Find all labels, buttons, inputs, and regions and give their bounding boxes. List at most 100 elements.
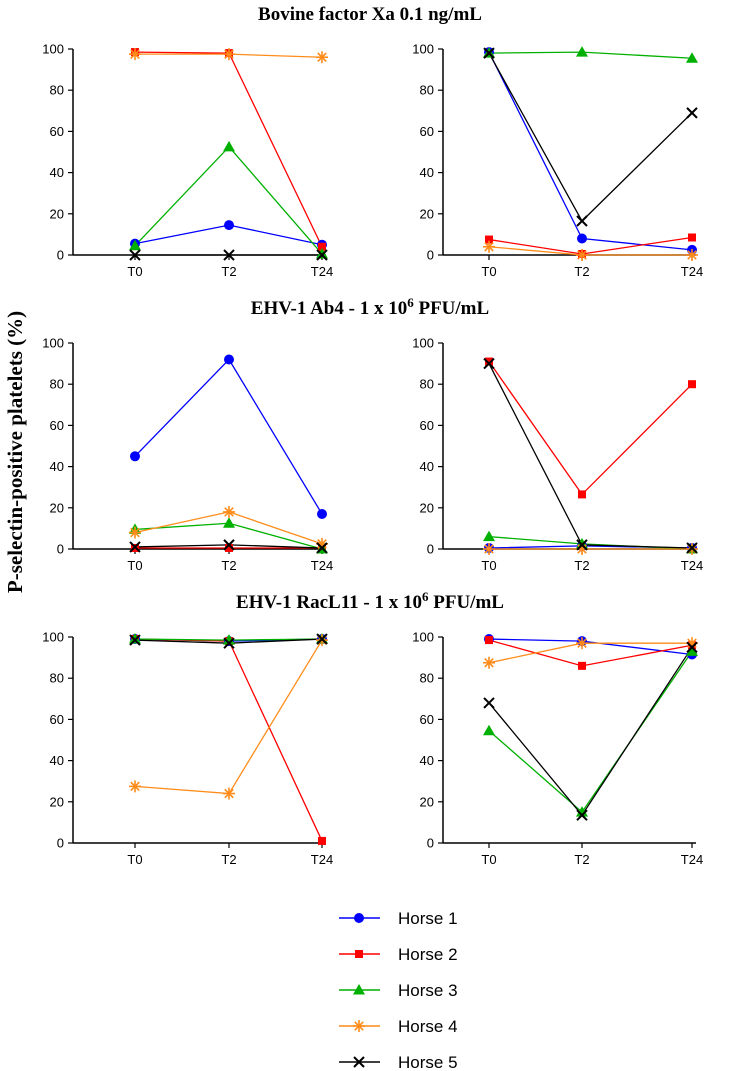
series-line-horse-2 [134, 638, 323, 842]
y-tick-label: 20 [420, 794, 434, 809]
row-title-1: Bovine factor Xa 0.1 ng/mL [258, 4, 482, 25]
point-horse-4-stroke [687, 250, 697, 260]
x-tick-label: T24 [311, 264, 333, 279]
point-horse-3 [483, 530, 495, 542]
x-tick-label: T0 [127, 264, 142, 279]
point-horse-5-stroke [129, 541, 141, 553]
point-horse-1 [224, 354, 234, 365]
y-tick-label: 40 [420, 165, 434, 180]
point-horse-4-stroke [130, 49, 140, 59]
y-tick-label: 100 [42, 630, 64, 645]
y-tick-label: 60 [50, 712, 64, 727]
point-horse-2 [485, 357, 493, 366]
point-horse-5 [316, 633, 328, 645]
panel-2-right: 0 20 40 60 80 100 T0 T2 T24 [412, 336, 703, 574]
legend-label-horse-5: Horse 5 [398, 1053, 458, 1071]
point-horse-4 [129, 48, 141, 61]
y-tick-label: 40 [420, 459, 434, 474]
x-tick-label: T2 [221, 264, 236, 279]
row-title-2-exponent: 6 [407, 295, 414, 310]
y-tick-label: 0 [427, 836, 434, 851]
y-tick-label: 80 [420, 377, 434, 392]
point-horse-4 [483, 543, 495, 555]
point-horse-3 [223, 140, 235, 152]
point-horse-4 [129, 526, 141, 539]
point-horse-3 [223, 634, 235, 645]
x-tick-label: T0 [481, 264, 496, 279]
legend-marker-horse-3 [353, 984, 365, 995]
point-horse-5-stroke [483, 357, 495, 370]
point-horse-5-stroke [686, 542, 698, 554]
x-tick-label: T24 [311, 558, 333, 573]
point-horse-5-stroke [129, 249, 141, 261]
x-tick-label: T0 [481, 852, 496, 867]
point-horse-5 [686, 542, 698, 554]
legend-item-horse-2: Horse 2 [339, 945, 458, 964]
point-horse-4-stroke [484, 544, 494, 554]
legend-marker-horse-5-stroke [353, 1056, 365, 1068]
panel-1-left: 0 20 40 60 80 100 T0 T2 T24 [42, 42, 333, 280]
panel-3-left: 0 20 40 60 80 100 T0 T2 T24 [42, 630, 333, 868]
point-horse-4-stroke [224, 49, 234, 59]
y-tick-label: 80 [50, 83, 64, 98]
series-line-horse-4 [488, 642, 692, 664]
point-horse-5-stroke [686, 641, 698, 654]
x-tick-label: T24 [681, 852, 703, 867]
series-line-horse-3 [488, 651, 693, 814]
point-horse-4 [129, 780, 141, 793]
point-horse-2 [485, 235, 493, 244]
y-tick-label: 0 [427, 248, 434, 263]
point-horse-1 [224, 220, 234, 231]
point-horse-5-stroke [576, 809, 588, 821]
point-horse-4-stroke [130, 527, 140, 538]
legend-marker-horse-2 [355, 950, 363, 958]
y-tick-label: 40 [50, 459, 64, 474]
point-horse-5-stroke [316, 249, 328, 261]
point-horse-5 [129, 541, 141, 553]
point-horse-2 [225, 543, 233, 552]
legend-marker-horse-1 [354, 913, 364, 923]
panel-1-right: 0 20 40 60 80 100 T0 T2 T24 [412, 42, 703, 280]
y-tick-label: 20 [50, 206, 64, 221]
legend-label-horse-3: Horse 3 [398, 981, 458, 1000]
point-horse-5-stroke [316, 542, 328, 554]
point-horse-5 [576, 539, 588, 551]
point-horse-1 [577, 233, 587, 244]
point-horse-4-stroke [577, 544, 587, 554]
point-horse-4-stroke [484, 657, 494, 668]
y-tick-label: 100 [412, 336, 434, 351]
y-tick-label: 100 [42, 42, 64, 57]
point-horse-3 [576, 806, 588, 817]
point-horse-5 [483, 697, 495, 709]
series-line-horse-5 [488, 52, 693, 223]
point-horse-4-stroke [317, 52, 327, 63]
series-line-horse-2 [488, 361, 693, 496]
point-horse-1 [317, 508, 327, 519]
point-horse-1 [130, 451, 140, 462]
point-horse-2 [688, 380, 696, 389]
point-horse-4-stroke [577, 250, 587, 260]
point-horse-2 [578, 490, 586, 499]
point-horse-3 [576, 46, 588, 57]
x-tick-label: T2 [574, 558, 589, 573]
legend-label-horse-1: Horse 1 [398, 909, 458, 928]
y-tick-label: 60 [50, 418, 64, 433]
series-line-horse-4 [134, 639, 323, 795]
legend-item-horse-5: Horse 5 [339, 1053, 458, 1071]
y-tick-label: 20 [50, 794, 64, 809]
point-horse-3 [223, 517, 235, 528]
point-horse-5 [576, 809, 588, 821]
legend-item-horse-3: Horse 3 [339, 981, 458, 1000]
series-line-horse-4 [488, 246, 692, 256]
row-title-3-unit: PFU/mL [428, 592, 503, 613]
point-horse-5 [316, 249, 328, 261]
point-horse-2 [578, 661, 586, 670]
y-tick-label: 40 [50, 165, 64, 180]
point-horse-5 [483, 357, 495, 370]
point-horse-5 [223, 637, 235, 649]
legend-marker-horse-4 [353, 1020, 365, 1032]
panel-3-right: 0 20 40 60 80 100 T0 T2 T24 [412, 630, 703, 868]
point-horse-4 [223, 48, 235, 61]
point-horse-4-stroke [484, 241, 494, 252]
point-horse-4-stroke [224, 788, 234, 799]
